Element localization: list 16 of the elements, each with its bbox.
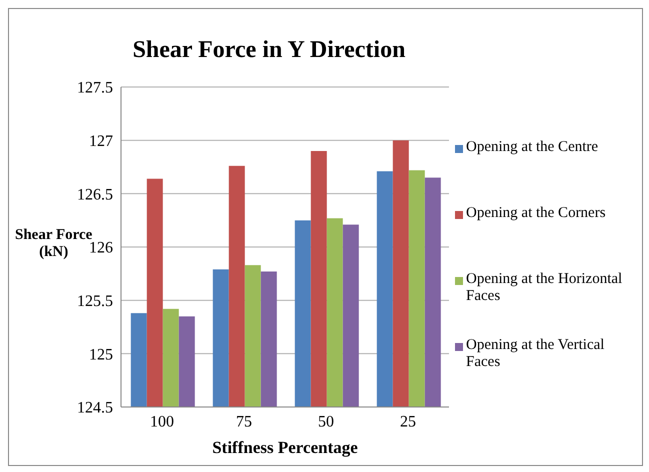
legend-label: Opening at the Centre [466, 139, 598, 156]
x-tick-label: 50 [318, 413, 334, 430]
legend-label: Opening at the Horizontal Faces [466, 271, 624, 305]
legend-label: Opening at the Corners [466, 205, 606, 222]
x-tick-label: 75 [236, 413, 252, 430]
y-tick-label: 124.5 [77, 400, 113, 417]
y-tick-label: 125.5 [77, 293, 113, 310]
x-tick-label: 100 [150, 413, 174, 430]
y-tick-label: 127 [89, 133, 113, 150]
x-tick-label: 25 [400, 413, 416, 430]
chart-title: Shear Force in Y Direction [132, 37, 406, 64]
y-tick-label: 126.5 [77, 186, 113, 204]
x-axis-title: Stiffness Percentage [212, 438, 358, 457]
y-tick-label: 125 [89, 346, 113, 364]
legend-label: Opening at the Vertical Faces [466, 337, 606, 371]
y-tick-label: 127.5 [77, 80, 113, 97]
